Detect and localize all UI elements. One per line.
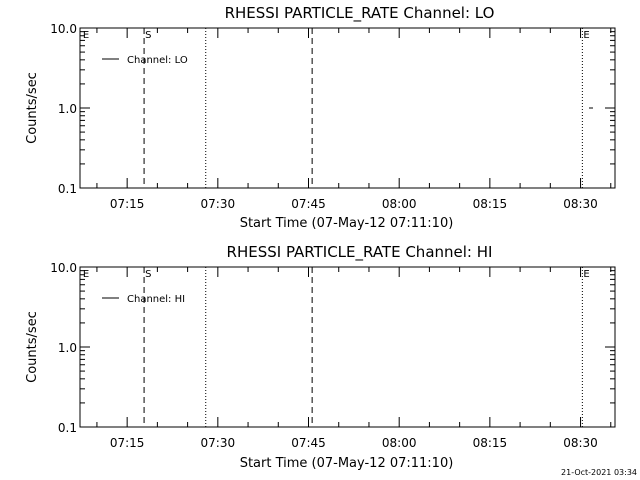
marker-label-s: S [145,269,151,280]
x-axis-label: Start Time (07-May-12 07:11:10) [240,216,454,231]
y-tick-label: 1.0 [58,102,77,116]
y-tick-label: 10.0 [50,261,77,275]
legend-label: Channel: LO [127,55,188,66]
chart-title: RHESSI PARTICLE_RATE Channel: LO [225,4,495,23]
x-tick-label: 07:15 [110,197,145,211]
footer-timestamp: 21-Oct-2021 03:34 [561,468,637,477]
plot-frame [79,266,616,428]
chart-title: RHESSI PARTICLE_RATE Channel: HI [227,243,493,262]
x-tick-label: 07:45 [291,436,326,450]
x-tick-label: 08:00 [382,197,417,211]
chart-panel-2: RHESSI PARTICLE_RATE Channel: HI 0.1 1.0 10… [25,243,616,471]
marker-label-e-right: E [583,30,589,41]
marker-label-s: S [145,30,151,41]
x-tick-label: 08:30 [563,197,598,211]
x-tick-label: 07:15 [110,436,145,450]
x-axis-label: Start Time (07-May-12 07:11:10) [240,456,454,471]
y-tick-label: 0.1 [58,182,77,196]
x-tick-label: 08:15 [473,436,508,450]
plot-frame [79,27,616,189]
y-axis-label: Counts/sec [25,72,40,144]
y-tick-label: 10.0 [50,22,77,36]
marker-label-e-right: E [583,269,589,280]
x-tick-label: 08:00 [382,436,417,450]
y-axis-label: Counts/sec [25,311,40,383]
x-tick-label: 07:45 [291,197,326,211]
chart-panel-1: RHESSI PARTICLE_RATE Channel: LO 0.1 1.0 10… [25,4,616,231]
legend-label: Channel: HI [127,294,185,305]
x-tick-label: 07:30 [201,197,236,211]
marker-label-e: E [83,269,89,280]
x-tick-label: 08:30 [563,436,598,450]
marker-label-e: E [83,30,89,41]
y-tick-label: 0.1 [58,421,77,435]
y-tick-label: 1.0 [58,341,77,355]
x-tick-label: 08:15 [473,197,508,211]
x-tick-label: 07:30 [201,436,236,450]
